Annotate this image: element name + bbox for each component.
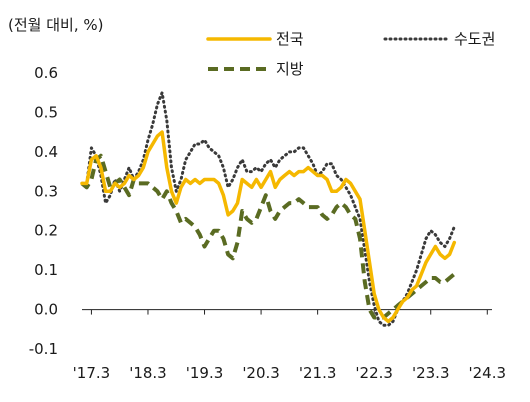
series-layer [80, 91, 457, 327]
series-line-dotted [80, 91, 456, 327]
x-tick-label: '24.3 [469, 364, 507, 382]
x-tick-label: '22.3 [355, 364, 393, 382]
x-tick-label: '21.3 [299, 364, 337, 382]
series-line-dashed [80, 153, 456, 320]
y-tick-label: 0.6 [34, 64, 58, 82]
x-tick-label: '17.3 [73, 364, 111, 382]
series-line-solid [80, 130, 457, 324]
legend-label: 전국 [276, 30, 304, 48]
legend-label: 수도권 [454, 30, 495, 48]
y-tick-label: 0.0 [34, 301, 58, 319]
legend-label: 지방 [276, 60, 304, 78]
y-tick-label: 0.1 [34, 261, 58, 279]
y-axis-tick-labels: 0.6 0.5 0.4 0.3 0.2 0.1 0.0 -0.1 [29, 64, 58, 358]
x-tick-label: '20.3 [242, 364, 280, 382]
x-tick-label: '23.3 [412, 364, 450, 382]
y-tick-label: 0.2 [34, 222, 58, 240]
y-tick-label: 0.5 [34, 103, 58, 121]
y-tick-label: -0.1 [29, 340, 58, 358]
x-tick-label: '19.3 [186, 364, 224, 382]
x-axis: '17.3 '18.3 '19.3 '20.3 '21.3 '22.3 '23.3 '24.3 [73, 309, 507, 382]
y-tick-label: 0.3 [34, 182, 58, 200]
x-tick-label: '18.3 [129, 364, 167, 382]
unit-label: (전월 대비, %) [8, 16, 103, 34]
y-tick-label: 0.4 [34, 143, 58, 161]
